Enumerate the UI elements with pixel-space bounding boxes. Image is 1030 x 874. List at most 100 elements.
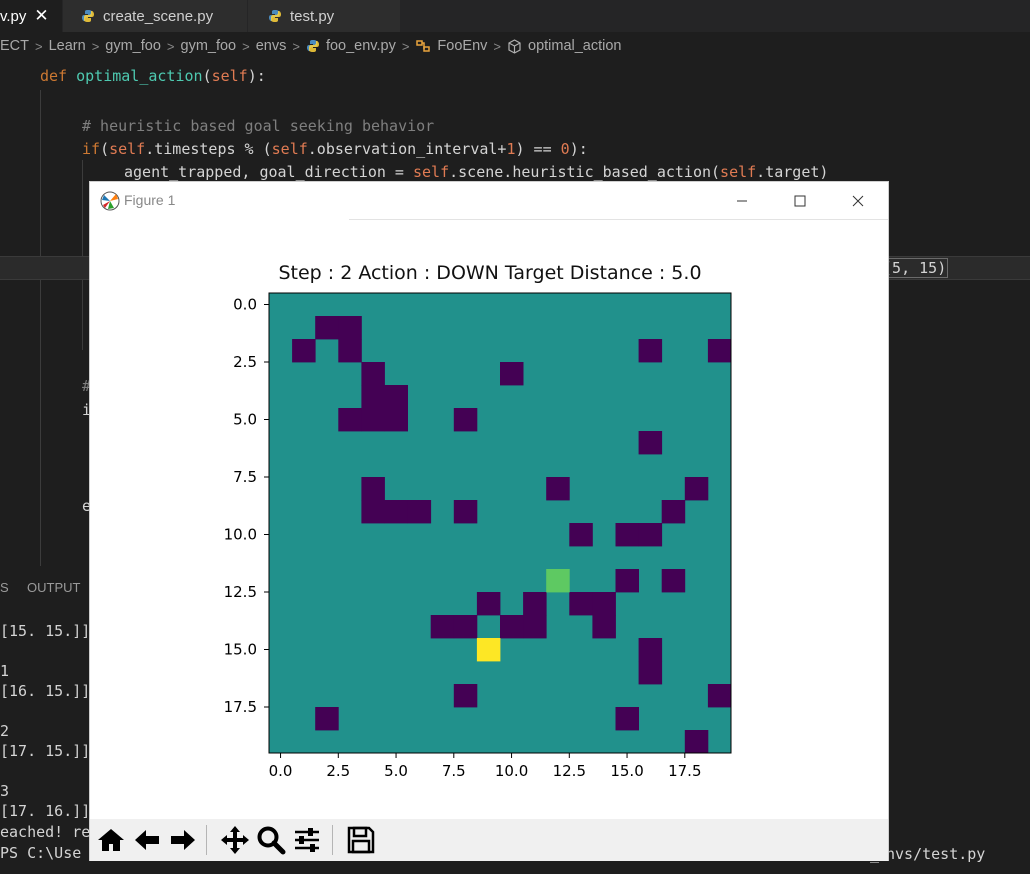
breadcrumb-item[interactable]: envs [255, 38, 287, 54]
heatmap-cell [315, 316, 339, 340]
y-tick-label: 10.0 [224, 526, 257, 544]
x-tick-label: 7.5 [442, 762, 466, 780]
code-token: self [720, 163, 757, 181]
heatmap-cell [453, 684, 478, 708]
code-token: ( [100, 140, 110, 158]
tab-env-py[interactable]: v.py ✕ [0, 0, 62, 32]
heatmap-cell [615, 523, 639, 547]
code-token: ) == [515, 140, 561, 158]
heatmap-cell [500, 615, 524, 639]
breadcrumb: ECT > Learn > gym_foo > gym_foo > envs > foo_… [0, 34, 622, 58]
x-tick-label: 5.0 [384, 762, 408, 780]
heatmap-cell [361, 362, 385, 386]
heatmap-cell [661, 569, 686, 593]
highlighted-args: (5, 15) [881, 258, 949, 278]
zoom-magnifier-icon[interactable] [254, 823, 288, 857]
code-line: agent_trapped, goal_direction = self.sce… [124, 160, 828, 184]
code-token: agent_trapped, goal_direction = [124, 163, 413, 181]
close-icon[interactable]: ✕ [34, 6, 49, 25]
chevron-right-icon: > [91, 38, 100, 54]
heatmap-cell [453, 408, 478, 432]
code-fragment: e [82, 497, 92, 515]
y-tick-label: 12.5 [224, 583, 257, 601]
tab-test-py[interactable]: test.py [248, 0, 400, 32]
tab-label: create_scene.py [103, 7, 214, 25]
code-line: if(self.timesteps % (self.observation_in… [82, 137, 588, 161]
breadcrumb-item[interactable]: gym_foo [180, 38, 237, 54]
function-name: optimal_action [76, 67, 203, 85]
tab-create-scene[interactable]: create_scene.py [63, 0, 247, 32]
terminal-line: 2 [0, 722, 10, 740]
chevron-right-icon: > [166, 38, 175, 54]
tab-output[interactable]: OUTPUT [27, 580, 81, 595]
breadcrumb-item[interactable]: Learn [48, 38, 86, 54]
code-fragment: i [82, 401, 92, 419]
code-token: self [412, 163, 450, 181]
breadcrumb-item[interactable]: gym_foo [105, 38, 161, 54]
heatmap-cell [476, 592, 501, 616]
code-token: self [271, 140, 308, 158]
heatmap-cell [546, 477, 570, 501]
minimize-icon[interactable] [728, 188, 756, 214]
chevron-right-icon: > [35, 38, 43, 54]
breadcrumb-item[interactable]: optimal_action [528, 38, 622, 54]
terminal-line: eached! re [0, 823, 91, 841]
heatmap-cell [661, 500, 686, 524]
tab-label: v.py [0, 7, 27, 25]
code-token: .scene.heuristic_based_action( [449, 163, 721, 181]
terminal-line: [17. 16.]] [0, 802, 91, 820]
heatmap-cell [476, 638, 501, 662]
x-tick-label: 0.0 [269, 762, 293, 780]
figure-toolbar [90, 819, 888, 861]
titlebar-divider [349, 219, 888, 220]
heatmap-plot[interactable]: 0.0 2.5 5.0 7.5 10.0 12.5 15.0 17.5 0.0 2.5 5.0 7.5… [90, 182, 888, 818]
heatmap-cell [638, 339, 663, 363]
code-token: .observation_interval+ [307, 140, 507, 158]
heatmap-cell [500, 362, 524, 386]
heatmap-cell [684, 477, 709, 501]
heatmap-cell [523, 615, 547, 639]
x-tick-label: 15.0 [610, 762, 643, 780]
terminal-line: [15. 15.]] [0, 622, 91, 640]
tab-problems[interactable]: S [0, 580, 9, 595]
chevron-right-icon: > [242, 38, 250, 54]
breadcrumb-item[interactable]: ECT [0, 38, 29, 54]
toolbar-separator [332, 825, 333, 855]
plot-title: Step : 2 Action : DOWN Target Distance :… [278, 262, 702, 284]
heatmap-cell [707, 339, 732, 363]
maximize-icon[interactable] [786, 188, 814, 214]
python-icon [82, 10, 94, 22]
terminal-fragment: nvs/test.py [886, 845, 986, 863]
code-token: .target) [756, 163, 829, 181]
back-arrow-icon[interactable] [130, 823, 164, 857]
y-tick-label: 17.5 [224, 698, 257, 716]
x-tick-label: 17.5 [668, 762, 701, 780]
y-tick-label: 7.5 [233, 468, 257, 486]
heatmap-cell [384, 385, 408, 409]
forward-arrow-icon[interactable] [166, 823, 200, 857]
figure-titlebar[interactable]: Figure 1 [90, 182, 888, 220]
editor-tab-bar: v.py ✕ create_scene.py test.py [0, 0, 1030, 32]
python-icon [306, 40, 319, 52]
home-icon[interactable] [94, 823, 128, 857]
heatmap-cell [361, 385, 385, 409]
matplotlib-logo-icon [100, 191, 120, 211]
breadcrumb-item[interactable]: FooEnv [437, 38, 488, 54]
heatmap-cell [615, 569, 639, 593]
heatmap-cell [569, 592, 593, 616]
indent-guide [82, 160, 83, 350]
x-tick-label: 12.5 [553, 762, 586, 780]
close-icon[interactable] [844, 188, 872, 214]
figure-window[interactable]: Figure 1 Step : 2 Action : DOWN Target D… [89, 181, 889, 861]
breadcrumb-item[interactable]: foo_env.py [325, 38, 396, 54]
code-token: self [109, 140, 146, 158]
save-floppy-icon[interactable] [344, 823, 378, 857]
window-title: Figure 1 [124, 192, 176, 208]
heatmap-cell [592, 615, 616, 639]
chevron-right-icon: > [292, 38, 300, 54]
heatmap-cell [707, 684, 732, 708]
y-tick-label: 2.5 [233, 353, 257, 371]
terminal-prompt[interactable]: PS C:\Use [0, 844, 82, 862]
configure-sliders-icon[interactable] [290, 823, 324, 857]
pan-move-icon[interactable] [218, 823, 252, 857]
